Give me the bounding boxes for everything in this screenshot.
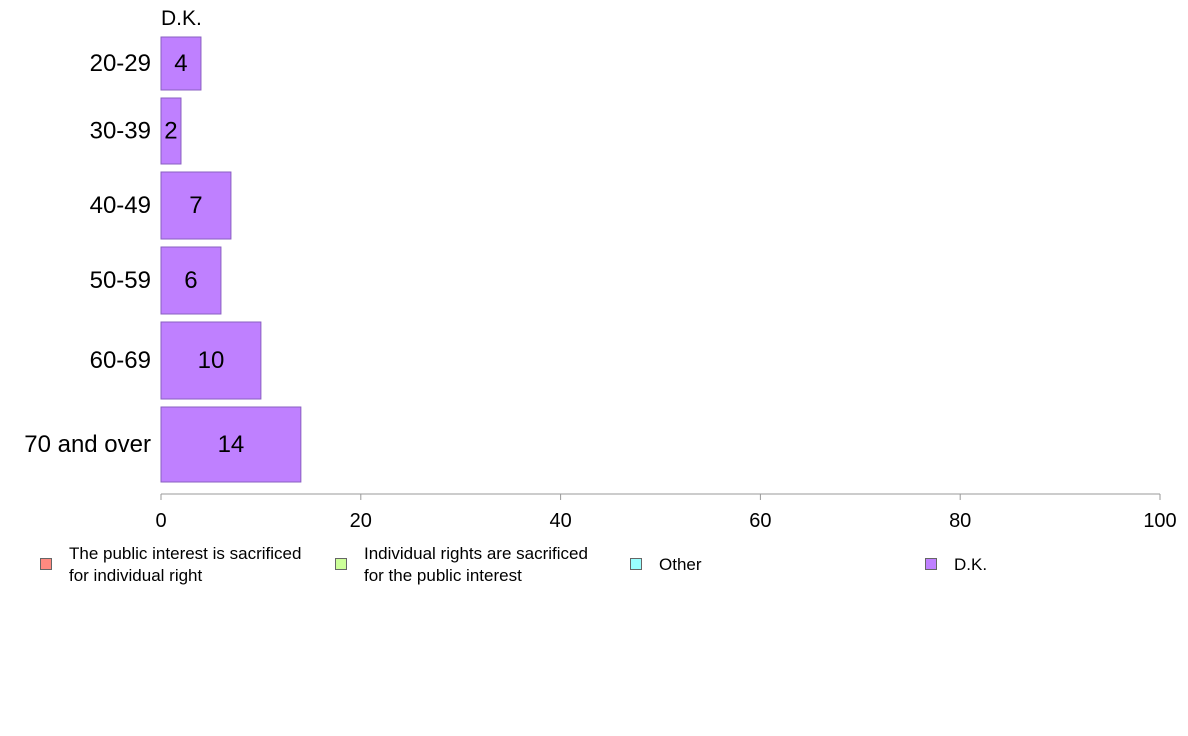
bars-layer: 4 20-29 2 30-39 7 40-49 6 50-59 10 60-69 14 70 and …	[24, 36, 302, 483]
category-label-20-29: 20-29	[90, 50, 151, 77]
category-label-70-and-over: 70 and over	[24, 431, 151, 458]
bar-40-49	[160, 171, 232, 240]
category-label-60-69: 60-69	[90, 347, 151, 374]
value-label-30-39: 2	[164, 118, 177, 145]
value-label-70-and-over: 14	[218, 431, 245, 458]
bar-20-29	[160, 36, 202, 91]
x-tick-label-100: 100	[1143, 510, 1176, 532]
x-tick-label-80: 80	[949, 510, 971, 532]
legend-item-individual-rights-sacrificed: Individual rights are sacrificed for the…	[335, 543, 588, 587]
category-label-30-39: 30-39	[90, 118, 151, 145]
bar-70-and-over	[160, 406, 302, 483]
legend-item-public-interest-sacrificed: The public interest is sacrificed for in…	[40, 543, 301, 587]
legend-swatch-dk	[925, 558, 937, 570]
legend-label-dk: D.K.	[954, 555, 988, 574]
category-label-40-49: 40-49	[90, 192, 151, 219]
legend-swatch-individual-rights-sacrificed	[335, 558, 347, 570]
legend-label-individual-rights-sacrificed: Individual rights are sacrificed for the…	[364, 544, 588, 585]
category-label-50-59: 50-59	[90, 267, 151, 294]
legend-swatch-other	[630, 558, 642, 570]
x-tick-label-40: 40	[549, 510, 571, 532]
value-label-50-59: 6	[184, 267, 197, 294]
legend-label-public-interest-sacrificed: The public interest is sacrificed for in…	[69, 544, 302, 585]
bar-60-69	[160, 321, 262, 400]
legend-label-other: Other	[659, 555, 702, 574]
value-label-20-29: 4	[174, 50, 187, 77]
legend-swatch-public-interest-sacrificed	[40, 558, 52, 570]
legend: The public interest is sacrificed for in…	[40, 543, 1180, 593]
x-tick-label-20: 20	[350, 510, 372, 532]
bar-30-39	[160, 97, 182, 165]
bar-50-59	[160, 246, 222, 315]
x-tick-label-0: 0	[155, 510, 166, 532]
x-tick-label-60: 60	[749, 510, 771, 532]
legend-item-dk: D.K.	[925, 543, 987, 576]
value-label-40-49: 7	[189, 192, 202, 219]
value-label-60-69: 10	[198, 347, 225, 374]
x-axis: 0 20 40 60 80 100	[155, 493, 1177, 532]
panel-title: D.K.	[161, 7, 202, 30]
legend-item-other: Other	[630, 543, 702, 576]
